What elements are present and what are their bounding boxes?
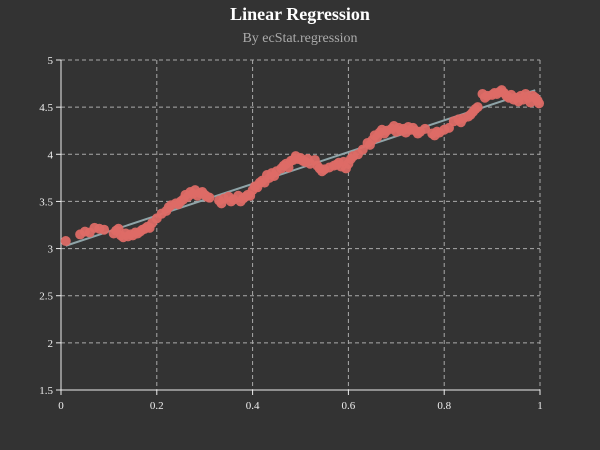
x-tick-label: 0.2: [150, 400, 164, 412]
y-tick-label: 2: [48, 338, 54, 350]
y-tick-label: 2.5: [39, 291, 53, 303]
x-tick-label: 1: [537, 400, 543, 412]
y-tick-label: 4: [48, 149, 54, 161]
scatter-point[interactable]: [204, 192, 215, 203]
scatter-point[interactable]: [99, 224, 110, 235]
grid-layer: [61, 59, 541, 390]
y-tick-label: 3.5: [39, 196, 53, 208]
y-tick-label: 4.5: [39, 102, 53, 114]
y-tick-label: 1.5: [39, 385, 53, 397]
x-tick-label: 0.8: [437, 400, 451, 412]
x-tick-label: 0: [58, 400, 64, 412]
scatter-point-layer: [60, 85, 545, 247]
scatter-point[interactable]: [472, 102, 483, 113]
chart-title: Linear Regression: [230, 4, 370, 24]
chart-subtitle: By ecStat.regression: [242, 31, 358, 46]
scatter-point[interactable]: [534, 98, 545, 109]
axis-layer: 1.5 2 2.5 3 3.5 4 4.5 5 0 0.2 0.4 0.6 0.8 1: [39, 55, 543, 412]
y-tick-label: 5: [48, 55, 54, 67]
scatter-point[interactable]: [420, 123, 431, 134]
y-tick-label: 3: [48, 244, 54, 256]
scatter-point[interactable]: [60, 236, 71, 247]
x-tick-label: 0.4: [246, 400, 260, 412]
x-tick-label: 0.6: [342, 400, 356, 412]
